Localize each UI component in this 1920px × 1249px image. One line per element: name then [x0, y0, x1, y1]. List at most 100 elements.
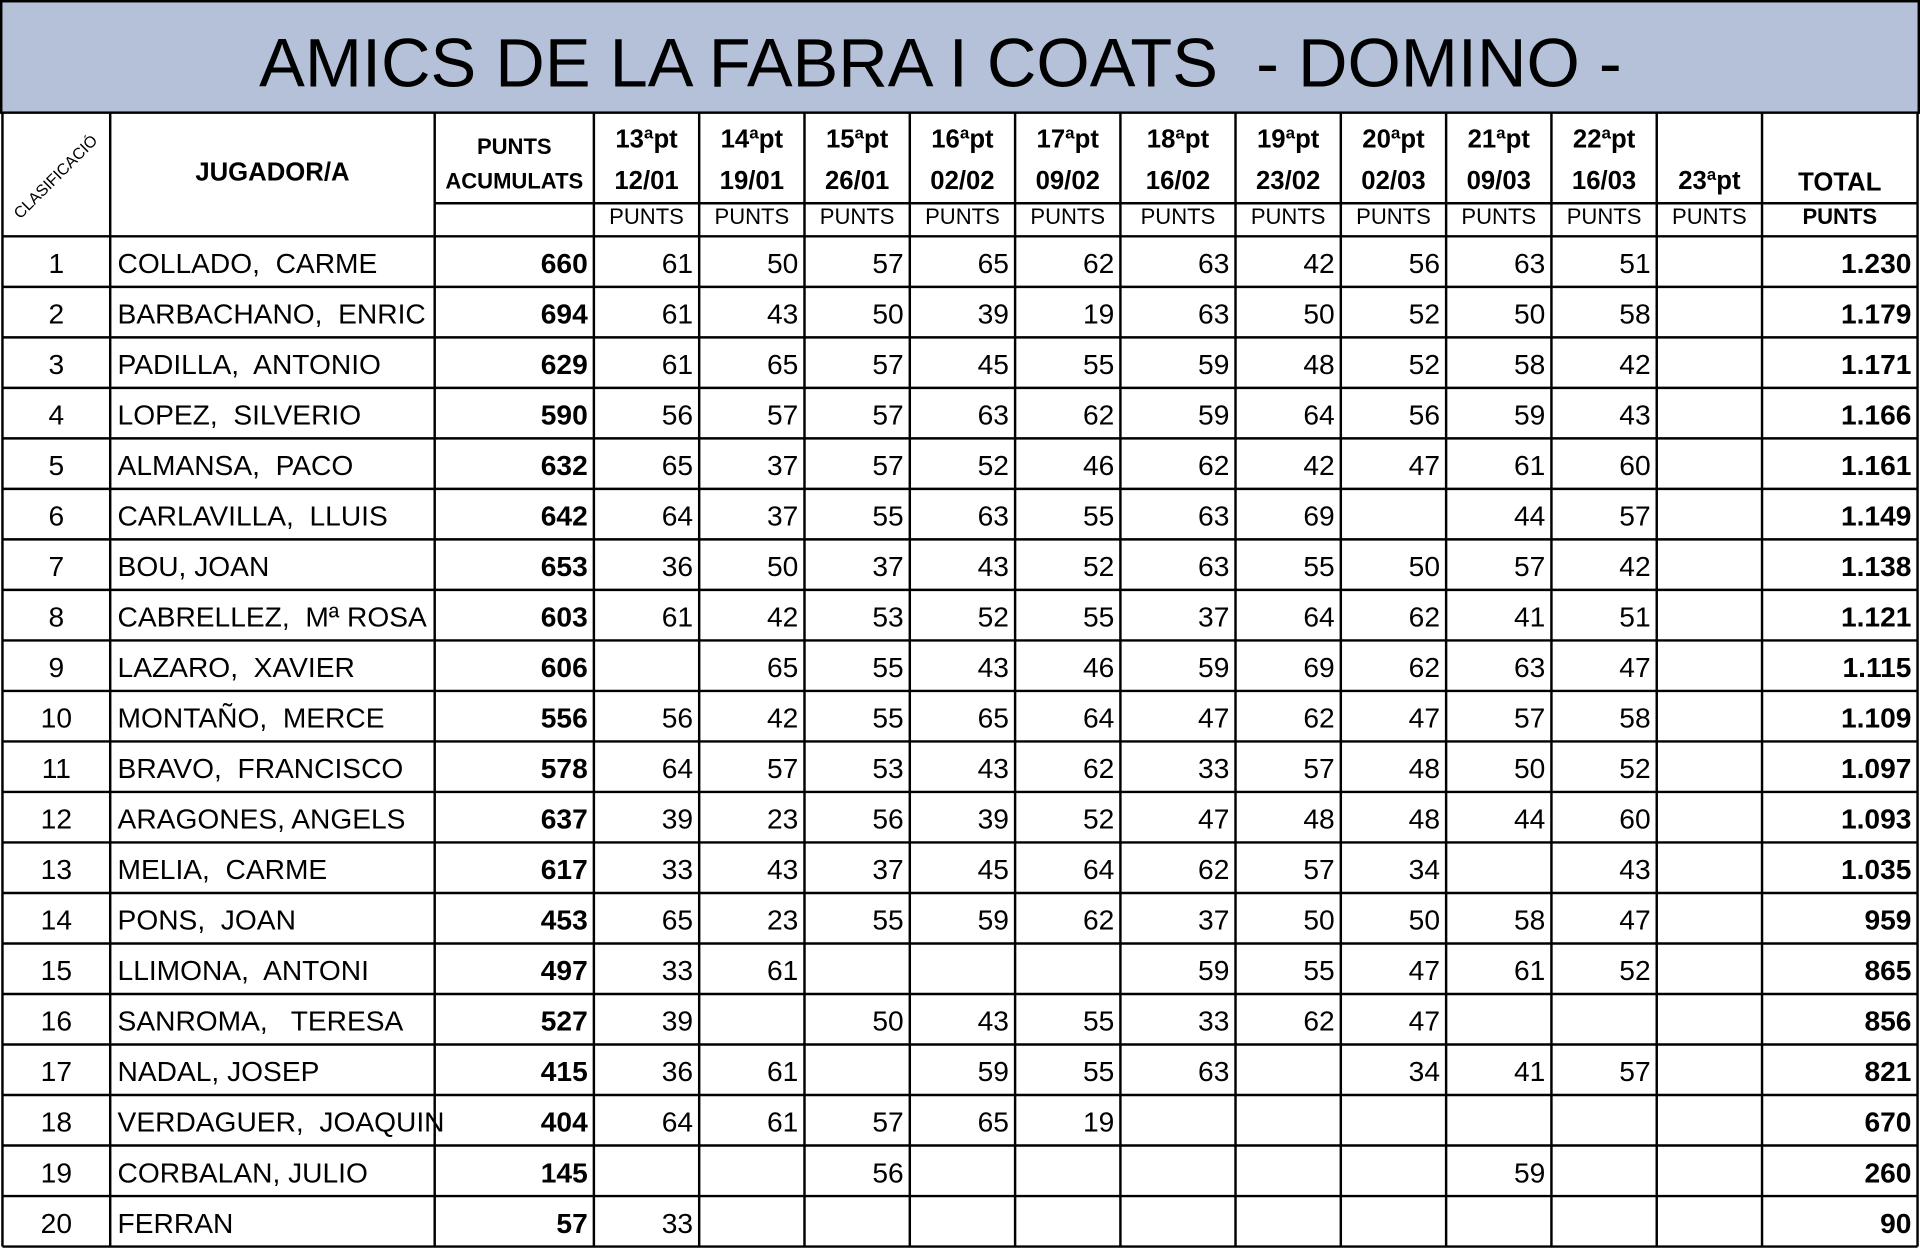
round-points: 63	[1198, 248, 1229, 279]
title-bar	[0, 0, 1920, 114]
round-points: 43	[978, 1006, 1009, 1037]
round-points: 63	[1514, 652, 1545, 683]
unit-header: PUNTS	[1567, 204, 1642, 229]
round-points: 64	[1303, 602, 1334, 633]
rank: 8	[48, 602, 64, 633]
round-points: 57	[767, 400, 798, 431]
rank: 4	[48, 400, 64, 431]
accumulated-points: 527	[541, 1006, 588, 1037]
player-name: COLLADO, CARME	[118, 248, 378, 279]
round-points: 50	[1409, 551, 1440, 582]
total-points: 856	[1864, 1006, 1911, 1037]
round-points: 61	[1514, 955, 1545, 986]
round-points: 62	[1083, 753, 1114, 784]
accumulated-points: 415	[541, 1056, 588, 1087]
round-points: 50	[767, 248, 798, 279]
round-points: 55	[872, 501, 903, 532]
accumulated-points: 629	[541, 349, 588, 380]
round-points: 42	[767, 602, 798, 633]
rank: 11	[42, 753, 71, 784]
round-points: 63	[1514, 248, 1545, 279]
round-points: 52	[978, 602, 1009, 633]
round-points: 45	[978, 854, 1009, 885]
round-points: 57	[1619, 1056, 1650, 1087]
player-name: FERRAN	[118, 1208, 234, 1239]
round-points: 37	[872, 551, 903, 582]
round-points: 42	[1303, 450, 1334, 481]
accumulated-points: 556	[541, 703, 588, 734]
accumulated-points: 606	[541, 652, 588, 683]
total-points: 821	[1864, 1056, 1911, 1087]
total-points: 1.093	[1841, 804, 1911, 835]
rank: 20	[41, 1208, 72, 1239]
player-name: CORBALAN, JULIO	[118, 1157, 368, 1188]
round-points: 50	[1514, 299, 1545, 330]
round-points: 57	[1303, 753, 1334, 784]
accumulated-header: ACUMULATS	[445, 168, 583, 193]
round-points: 64	[1303, 400, 1334, 431]
round-points: 37	[872, 854, 903, 885]
round-points: 57	[872, 450, 903, 481]
round-points: 33	[662, 1208, 693, 1239]
round-points: 58	[1619, 299, 1650, 330]
accumulated-points: 660	[541, 248, 588, 279]
round-points: 46	[1083, 450, 1114, 481]
player-name: BRAVO, FRANCISCO	[118, 753, 404, 784]
round-points: 57	[767, 753, 798, 784]
round-header: 21ªpt	[1468, 126, 1531, 154]
player-name: CABRELLEZ, Mª ROSA	[118, 602, 427, 633]
total-points: 1.161	[1841, 450, 1911, 481]
total-points: 1.179	[1841, 299, 1911, 330]
round-points: 57	[1303, 854, 1334, 885]
round-points: 52	[1619, 753, 1650, 784]
round-points: 59	[978, 905, 1009, 936]
round-points: 44	[1514, 501, 1545, 532]
total-points: 1.230	[1841, 248, 1911, 279]
round-points: 62	[1198, 854, 1229, 885]
rank: 15	[41, 955, 72, 986]
round-points: 47	[1409, 703, 1440, 734]
round-points: 47	[1619, 905, 1650, 936]
round-points: 62	[1303, 703, 1334, 734]
round-points: 61	[662, 299, 693, 330]
title: AMICS DE LA FABRA I COATS - DOMINO -	[259, 25, 1622, 102]
round-points: 61	[767, 1056, 798, 1087]
date-header: 12/01	[614, 167, 678, 195]
round-points: 57	[1514, 551, 1545, 582]
round-points: 59	[1514, 400, 1545, 431]
round-points: 50	[872, 299, 903, 330]
round-points: 59	[1514, 1157, 1545, 1188]
player-name: LOPEZ, SILVERIO	[118, 400, 362, 431]
rank: 12	[41, 804, 72, 835]
round-points: 62	[1083, 400, 1114, 431]
round-points: 48	[1303, 804, 1334, 835]
rank: 6	[48, 501, 64, 532]
rank: 18	[41, 1107, 72, 1138]
round-points: 43	[1619, 400, 1650, 431]
round-header: 18ªpt	[1147, 126, 1210, 154]
rank: 13	[41, 854, 72, 885]
unit-header: PUNTS	[1251, 204, 1326, 229]
round-points: 42	[1619, 349, 1650, 380]
round-points: 42	[767, 703, 798, 734]
round-points: 56	[872, 804, 903, 835]
round-points: 42	[1619, 551, 1650, 582]
round-points: 55	[1083, 349, 1114, 380]
round-points: 56	[1409, 248, 1440, 279]
round-points: 60	[1619, 804, 1650, 835]
round-points: 59	[978, 1056, 1009, 1087]
round-points: 65	[978, 248, 1009, 279]
rank: 19	[41, 1157, 72, 1188]
round-points: 23	[767, 804, 798, 835]
round-points: 52	[1083, 804, 1114, 835]
round-points: 59	[1198, 955, 1229, 986]
round-points: 47	[1198, 703, 1229, 734]
round-points: 60	[1619, 450, 1650, 481]
round-header: 19ªpt	[1257, 126, 1320, 154]
round-header: 15ªpt	[826, 126, 889, 154]
round-points: 50	[1303, 299, 1334, 330]
round-points: 65	[662, 450, 693, 481]
rank: 9	[48, 652, 64, 683]
round-points: 47	[1409, 955, 1440, 986]
